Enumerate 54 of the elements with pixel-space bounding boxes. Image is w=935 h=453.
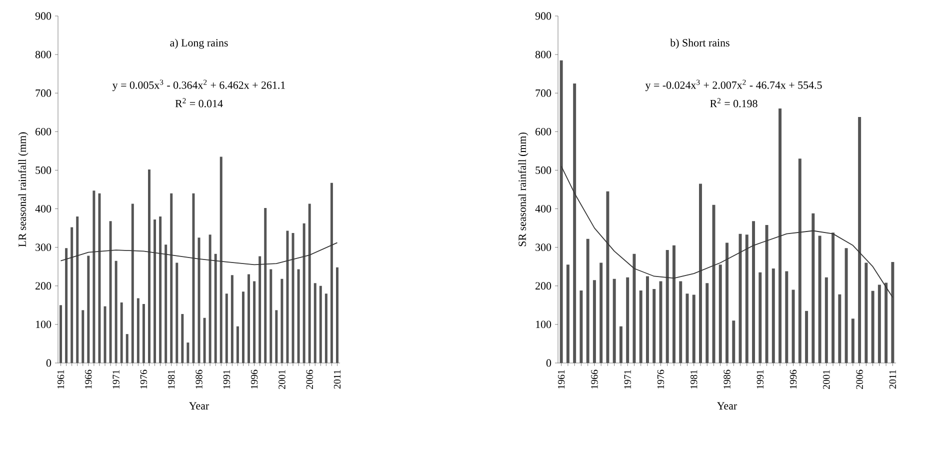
x-tick-label: 2011 <box>334 370 341 389</box>
y-axis-title: SR seasonal rainfall (mm) <box>518 132 528 246</box>
x-tick-label: 2006 <box>856 370 863 389</box>
y-tick-label: 400 <box>535 205 552 212</box>
y-tick-label: 700 <box>36 89 52 97</box>
line-series <box>60 242 338 266</box>
x-axis-title: Year <box>717 402 738 410</box>
y-tick-label: 100 <box>536 320 552 328</box>
x-tick-label: 1991 <box>756 370 764 389</box>
annotation: R$^{2}$ = 0.014 <box>175 98 223 108</box>
x-tick-label: 1976 <box>657 370 664 389</box>
y-tick-label: 300 <box>36 244 52 252</box>
y-tick-label: 400 <box>35 205 52 212</box>
x-tick-label: 1986 <box>724 370 730 389</box>
x-tick-label: 1971 <box>112 370 120 389</box>
y-tick-label: 600 <box>536 128 552 136</box>
text: b) Short rains <box>670 38 730 49</box>
y-axis-title: LR seasonal rainfall (mm) <box>18 132 28 247</box>
x-tick-label: 2001 <box>278 370 286 389</box>
y-tick-label: 700 <box>536 89 552 97</box>
y-tick-label: 800 <box>535 50 552 58</box>
line-series <box>560 166 894 298</box>
x-tick-label: 1976 <box>140 370 148 389</box>
x-tick-label: 1986 <box>196 370 202 389</box>
x-tick-label: 1961 <box>57 370 64 389</box>
x-axis-title: Year <box>189 402 210 410</box>
x-tick-label: 2001 <box>823 370 830 389</box>
x-tick-label: 1971 <box>624 370 631 389</box>
y-tick-label: 200 <box>536 282 552 290</box>
y-tick-label: 900 <box>535 12 552 20</box>
y-tick-label: 500 <box>36 166 52 174</box>
y-tick-label: 500 <box>536 166 552 174</box>
x-tick-label: 1981 <box>690 370 698 389</box>
annotation: y = -0.024x$^{3}$ + 2.007x$^{2}$ - 46.74x + 554.5 <box>645 80 822 92</box>
annotation: y = 0.005x$^{3}$ - 0.364x$^{2}$ + 6.462x + 261.1 <box>112 80 285 92</box>
x-tick-label: 1996 <box>250 370 258 389</box>
x-tick-label: 1966 <box>591 370 598 389</box>
y-tick-label: 0 <box>46 359 52 367</box>
annotation: R$^{2}$ = 0.198 <box>710 98 758 108</box>
x-tick-label: 2011 <box>889 370 896 389</box>
y-tick-label: 900 <box>35 12 52 20</box>
x-tick-label: 2006 <box>306 370 313 389</box>
y-tick-label: 0 <box>546 359 552 367</box>
x-tick-label: 1981 <box>168 370 175 389</box>
x-tick-label: 1996 <box>790 370 797 389</box>
text: a) Long rains <box>170 38 228 49</box>
y-tick-label: 600 <box>36 128 52 136</box>
y-tick-label: 800 <box>35 50 52 58</box>
x-tick-label: 1966 <box>85 370 92 389</box>
x-tick-label: 1991 <box>223 370 230 389</box>
x-tick-label: 1961 <box>558 370 565 389</box>
y-tick-label: 100 <box>36 320 52 328</box>
y-tick-label: 200 <box>36 282 52 290</box>
y-tick-label: 300 <box>536 244 552 252</box>
